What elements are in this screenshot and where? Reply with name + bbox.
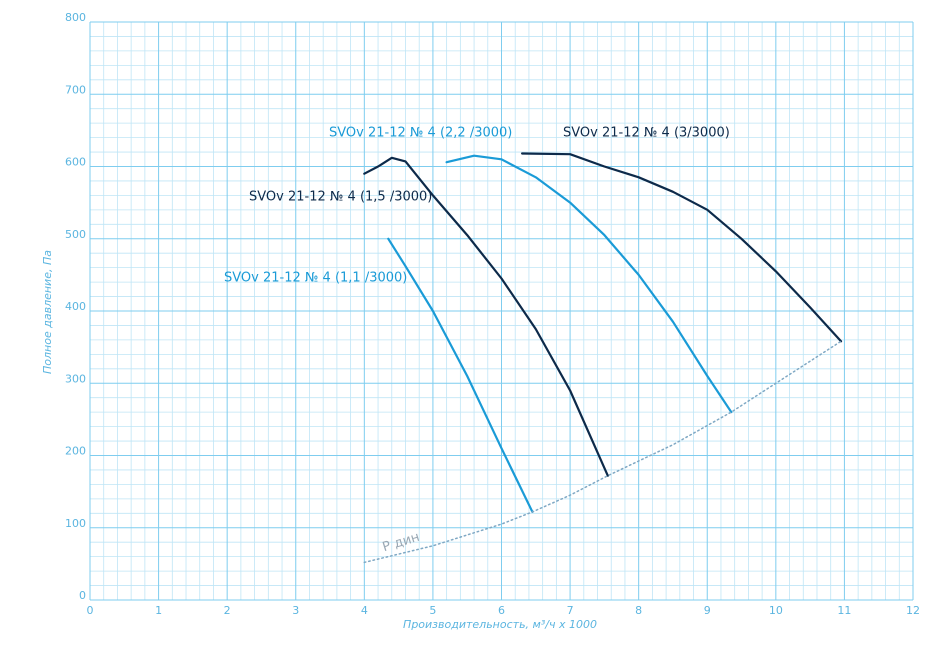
y-tick-label: 800 (65, 11, 86, 24)
x-tick-label: 0 (87, 604, 94, 617)
series-line (363, 156, 609, 477)
y-tick-label: 200 (65, 445, 86, 458)
x-tick-label: 12 (906, 604, 920, 617)
y-tick-label: 400 (65, 300, 86, 313)
y-tick-label: 100 (65, 517, 86, 530)
x-tick-label: 10 (769, 604, 783, 617)
series-label: SVOv 21-12 № 4 (2,2 /3000) (329, 126, 512, 141)
y-tick-label: 300 (65, 372, 86, 385)
x-tick-label: 3 (292, 604, 299, 617)
x-tick-label: 2 (224, 604, 231, 617)
x-tick-label: 1 (155, 604, 162, 617)
x-tick-label: 6 (498, 604, 505, 617)
series-line (387, 237, 534, 513)
y-tick-label: 600 (65, 156, 86, 169)
x-tick-label: 9 (704, 604, 711, 617)
y-tick-label: 700 (65, 83, 86, 96)
series-label: SVOv 21-12 № 4 (3/3000) (563, 126, 730, 141)
x-tick-label: 4 (361, 604, 368, 617)
series-label: SVOv 21-12 № 4 (1,5 /3000) (249, 190, 432, 205)
x-tick-label: 8 (635, 604, 642, 617)
y-tick-label: 500 (65, 228, 86, 241)
series-line (521, 152, 843, 343)
y-tick-label: 0 (79, 589, 86, 602)
x-tick-label: 11 (837, 604, 851, 617)
series-label: SVOv 21-12 № 4 (1,1 /3000) (224, 271, 407, 286)
x-tick-label: 5 (429, 604, 436, 617)
x-axis-title: Производительность, м³/ч х 1000 (403, 618, 597, 631)
x-tick-label: 7 (567, 604, 574, 617)
reference-curve (363, 340, 842, 564)
y-axis-title: Полное давление, Па (41, 250, 54, 374)
series-label: Р дин (381, 530, 422, 555)
series-line (445, 154, 733, 414)
